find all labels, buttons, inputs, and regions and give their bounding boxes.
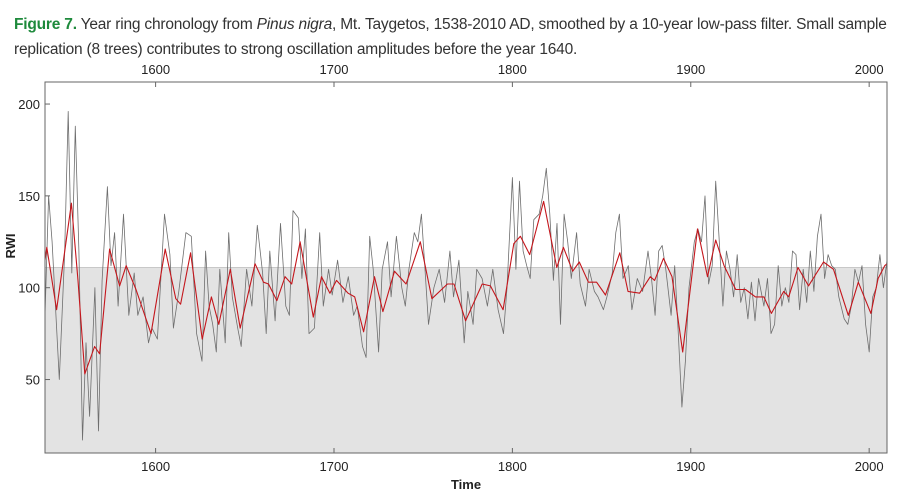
- y-tick-label: 200: [18, 97, 40, 112]
- plot-frame: [44, 81, 888, 454]
- x-tick-label-bottom: 1900: [676, 459, 705, 474]
- reference-band: [45, 267, 887, 453]
- raw-series-line: [44, 111, 888, 441]
- x-tick-label-top: 2000: [855, 62, 884, 77]
- caption-text-2: , Mt. Taygetos, 1538-2010 AD, smoothed b…: [14, 16, 887, 58]
- y-axis-title: RWI: [3, 233, 18, 258]
- x-tick-label-top: 1900: [676, 62, 705, 77]
- caption-species: Pinus nigra: [256, 16, 333, 33]
- x-tick-label-bottom: 1700: [320, 459, 349, 474]
- caption-text-1: Year ring chronology from: [76, 16, 257, 33]
- x-tick-label-bottom: 1800: [498, 459, 527, 474]
- x-tick-label-top: 1700: [320, 62, 349, 77]
- series-layer: [44, 111, 888, 441]
- y-tick-label: 100: [18, 281, 40, 296]
- figure-caption: Figure 7. Year ring chronology from Pinu…: [14, 12, 894, 62]
- y-tick-label: 150: [18, 189, 40, 204]
- x-axis-title: Time: [451, 477, 481, 492]
- x-tick-label-top: 1800: [498, 62, 527, 77]
- x-tick-label-top: 1600: [141, 62, 170, 77]
- figure-label: Figure 7.: [14, 16, 77, 33]
- x-tick-label-bottom: 1600: [141, 459, 170, 474]
- smoothed-series-line: [44, 200, 888, 375]
- axes-layer: 1600 1600 1700 1700 1800 1800 1900 1900 2000 2000…: [18, 62, 888, 474]
- y-tick-label: 50: [26, 373, 40, 388]
- band-layer: [45, 267, 887, 453]
- x-tick-label-bottom: 2000: [855, 459, 884, 474]
